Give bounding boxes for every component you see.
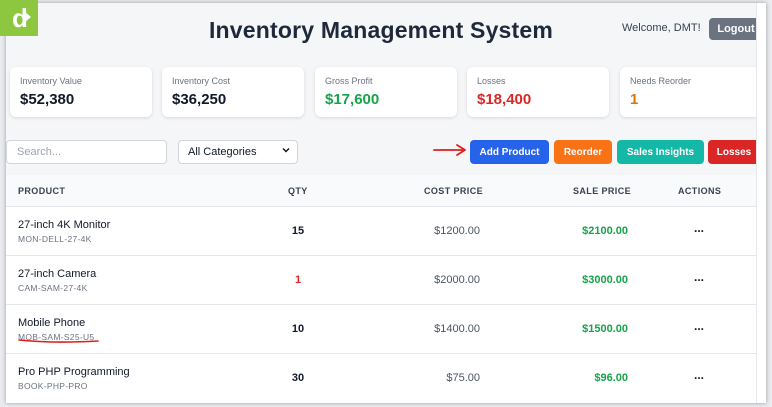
column-header-product: PRODUCT [18, 186, 65, 196]
add-product-button[interactable]: Add Product [470, 140, 549, 164]
product-sale-price: $2100.00 [582, 225, 628, 237]
stat-value: $17,600 [325, 91, 457, 108]
qty-value: 15 [292, 225, 304, 237]
product-cost-price: $75.00 [446, 372, 480, 384]
row-actions-menu-button[interactable]: ... [694, 270, 704, 284]
stat-label: Inventory Value [20, 76, 152, 86]
stat-card-gross-profit: Gross Profit $17,600 [315, 67, 457, 117]
table-row[interactable]: Mobile Phone MOB-SAM-S25-U5 10 $1400.00 … [6, 306, 756, 354]
table-row[interactable]: 27-inch 4K Monitor MON-DELL-27-4K 15 $12… [6, 208, 756, 256]
losses-button[interactable]: Losses [708, 140, 756, 164]
search-input[interactable] [6, 140, 167, 164]
annotation-underline-icon [18, 337, 100, 345]
column-header-qty: QTY [288, 186, 308, 196]
product-sale-price: $3000.00 [582, 274, 628, 286]
product-sale-price: $1500.00 [582, 323, 628, 335]
column-header-sale-price: SALE PRICE [573, 186, 631, 196]
logo-icon: d [4, 3, 34, 33]
reorder-button[interactable]: Reorder [554, 140, 612, 164]
stat-card-losses: Losses $18,400 [467, 67, 609, 117]
stat-value: $52,380 [20, 91, 152, 108]
scrollbar-gutter[interactable] [756, 3, 766, 403]
row-actions-menu-button[interactable]: ... [694, 368, 704, 382]
stat-card-inventory-value: Inventory Value $52,380 [10, 67, 152, 117]
stat-value: 1 [630, 91, 756, 108]
product-cost-price: $1200.00 [434, 225, 480, 237]
row-actions-menu-button[interactable]: ... [694, 221, 704, 235]
app-window: Inventory Management System Welcome, DMT… [6, 3, 766, 403]
product-sku: MON-DELL-27-4K [18, 234, 92, 244]
stat-card-needs-reorder: Needs Reorder 1 [620, 67, 756, 117]
category-select[interactable]: All Categories [178, 140, 298, 164]
product-sku: BOOK-PHP-PRO [18, 381, 88, 391]
stat-value: $36,250 [172, 91, 304, 108]
product-sale-price: $96.00 [594, 372, 628, 384]
row-actions-menu-button[interactable]: ... [694, 319, 704, 333]
stat-value: $18,400 [477, 91, 609, 108]
product-sku: CAM-SAM-27-4K [18, 283, 88, 293]
logo-badge: d [0, 0, 38, 36]
logout-button[interactable]: Logout [709, 18, 756, 40]
product-name: 27-inch 4K Monitor [18, 219, 110, 231]
product-cost-price: $1400.00 [434, 323, 480, 335]
main-content: Inventory Management System Welcome, DMT… [6, 3, 756, 403]
product-cost-price: $2000.00 [434, 274, 480, 286]
sales-insights-button[interactable]: Sales Insights [617, 140, 704, 164]
product-name: 27-inch Camera [18, 268, 96, 280]
column-header-actions: ACTIONS [678, 186, 721, 196]
table-header: PRODUCT QTY COST PRICE SALE PRICE ACTION… [6, 175, 756, 207]
table-row[interactable]: Pro PHP Programming BOOK-PHP-PRO 30 $75.… [6, 355, 756, 403]
qty-value: 10 [292, 323, 304, 335]
qty-value: 1 [295, 274, 301, 286]
qty-value: 30 [292, 372, 304, 384]
column-header-cost-price: COST PRICE [424, 186, 483, 196]
product-name: Mobile Phone [18, 317, 85, 329]
annotation-arrow-icon [433, 143, 467, 157]
table-row[interactable]: 27-inch Camera CAM-SAM-27-4K 1 $2000.00 … [6, 257, 756, 305]
chevron-down-icon [282, 146, 290, 156]
stat-card-inventory-cost: Inventory Cost $36,250 [162, 67, 304, 117]
products-table: PRODUCT QTY COST PRICE SALE PRICE ACTION… [6, 175, 756, 403]
product-name: Pro PHP Programming [18, 366, 130, 378]
stat-label: Gross Profit [325, 76, 457, 86]
stat-label: Needs Reorder [630, 76, 756, 86]
category-select-value: All Categories [188, 146, 256, 158]
stat-label: Inventory Cost [172, 76, 304, 86]
stat-label: Losses [477, 76, 609, 86]
welcome-text: Welcome, DMT! [622, 22, 701, 34]
